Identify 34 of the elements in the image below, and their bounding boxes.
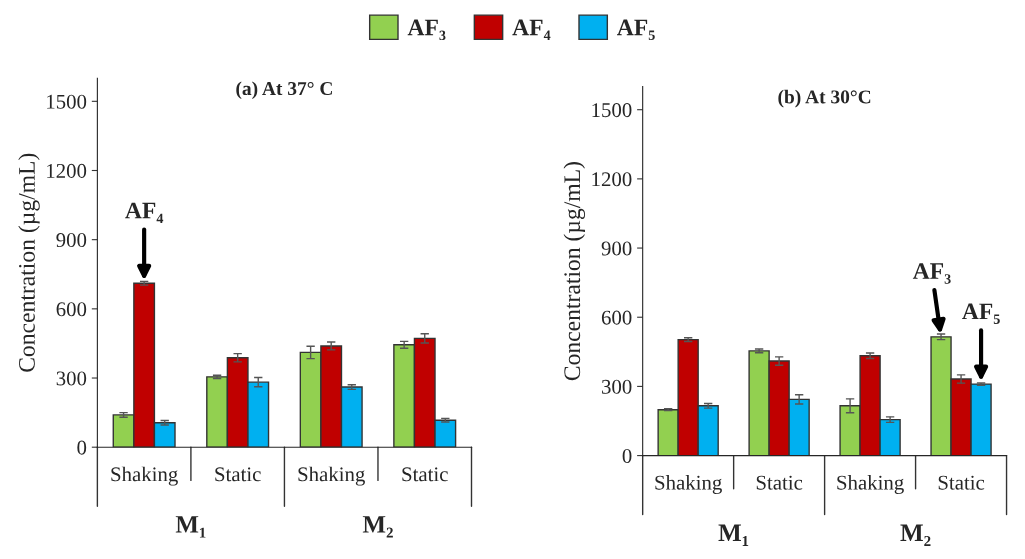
text: M₁ xyxy=(718,524,749,546)
y-tick-label: 300 xyxy=(56,371,87,386)
y-tick-label: 1500 xyxy=(592,103,632,118)
legend-label: AF₄ xyxy=(512,19,551,40)
x-tick-label: Shaking xyxy=(111,466,178,486)
y-tick-label: 0 xyxy=(622,448,632,464)
x-tick-label: Static xyxy=(938,475,985,490)
y-tick-label: 1200 xyxy=(592,172,632,187)
x-tick-label: Static xyxy=(215,467,261,482)
annotation: AF₄ xyxy=(125,202,164,223)
x-tick-label: Shaking xyxy=(837,475,904,494)
annotation: AF₃ xyxy=(912,263,951,284)
y-tick-label: 0 xyxy=(77,440,87,455)
y-tick-label: 1500 xyxy=(47,94,87,109)
chart-title: (b) At 30°C xyxy=(778,89,871,108)
y-axis-title: Concentration (µg/mL) xyxy=(563,162,586,381)
y-tick-label: 600 xyxy=(601,310,632,325)
x-tick-label: Shaking xyxy=(298,466,365,486)
text: M₁ xyxy=(175,516,206,538)
y-tick-label: 900 xyxy=(601,241,632,256)
y-axis-title: Concentration (µg/mL) xyxy=(18,153,40,372)
x-tick-label: Static xyxy=(402,467,448,482)
x-tick-label: Static xyxy=(756,475,803,490)
y-tick-label: 900 xyxy=(56,233,87,248)
y-tick-label: 600 xyxy=(56,302,87,317)
y-tick-label: 1200 xyxy=(47,163,87,178)
x-tick-label: Shaking xyxy=(655,475,722,494)
chart-title: (a) At 37° C xyxy=(236,81,332,100)
text: M₂ xyxy=(900,524,931,546)
legend-label: AF₅ xyxy=(617,19,655,41)
annotation: AF₅ xyxy=(962,303,1000,324)
y-tick-label: 300 xyxy=(602,379,632,394)
legend-label: AF₃ xyxy=(407,19,446,41)
text: M₂ xyxy=(362,516,393,538)
